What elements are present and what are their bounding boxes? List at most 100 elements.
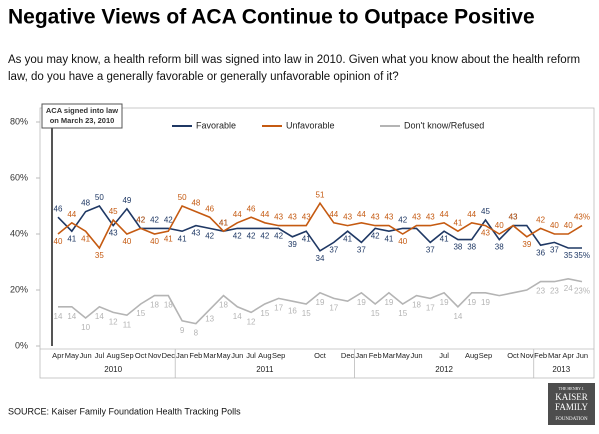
annotation-text: ACA signed into law xyxy=(46,106,118,115)
x-tick-label: Feb xyxy=(534,351,547,360)
x-tick-label: Oct xyxy=(135,351,148,360)
y-tick-label: 40% xyxy=(10,228,28,238)
data-label: 51 xyxy=(316,190,325,199)
data-label: 43 xyxy=(509,213,518,222)
data-label: 41 xyxy=(302,234,311,243)
data-label: 38 xyxy=(467,243,476,252)
data-label: 46 xyxy=(205,204,214,213)
legend-label: Unfavorable xyxy=(286,120,335,130)
data-label: 35 xyxy=(564,251,573,260)
data-label: 24 xyxy=(564,284,573,293)
data-label: 50 xyxy=(95,193,104,202)
x-tick-label: Mar xyxy=(203,351,216,360)
year-label: 2012 xyxy=(435,365,453,374)
logo-text: FAMILY xyxy=(555,402,588,412)
data-label: 40 xyxy=(122,237,131,246)
data-label: 38 xyxy=(453,243,462,252)
data-label: 18 xyxy=(219,301,228,310)
data-label: 43 xyxy=(371,213,380,222)
annotation-box xyxy=(41,103,123,129)
data-label: 13 xyxy=(205,315,214,324)
data-label: 11 xyxy=(123,320,132,329)
data-label: 45 xyxy=(481,207,490,216)
x-tick-label: Apr xyxy=(562,351,574,360)
data-label: 41 xyxy=(219,218,228,227)
data-label: 43% xyxy=(574,213,590,222)
x-tick-label: Nov xyxy=(520,351,534,360)
data-label: 41 xyxy=(67,234,76,243)
x-tick-label: Sep xyxy=(272,351,285,360)
data-label: 14 xyxy=(453,312,462,321)
data-label: 43 xyxy=(384,213,393,222)
data-label: 8 xyxy=(194,329,199,338)
x-tick-label: Jul xyxy=(439,351,449,360)
x-tick-label: Sep xyxy=(479,351,492,360)
chart-title: Negative Views of ACA Continue to Outpac… xyxy=(8,6,535,29)
data-label: 44 xyxy=(329,210,338,219)
x-tick-label: Jun xyxy=(80,351,92,360)
data-label: 19 xyxy=(467,298,476,307)
data-label: 43 xyxy=(109,229,118,238)
data-label: 42 xyxy=(150,216,159,225)
x-tick-label: Jul xyxy=(246,351,256,360)
x-tick-label: Oct xyxy=(314,351,327,360)
data-label: 17 xyxy=(426,304,435,313)
data-label: 42 xyxy=(164,216,173,225)
data-label: 42 xyxy=(371,232,380,241)
data-label: 15 xyxy=(260,309,269,318)
series-line xyxy=(57,201,583,250)
data-label: 44 xyxy=(260,210,269,219)
x-tick-label: Sep xyxy=(120,351,133,360)
data-label: 46 xyxy=(247,204,256,213)
x-tick-label: Jan xyxy=(176,351,188,360)
data-label: 18 xyxy=(164,301,173,310)
data-label: 41 xyxy=(164,234,173,243)
year-label: 2010 xyxy=(104,365,122,374)
x-tick-label: Aug xyxy=(465,351,478,360)
data-label: 14 xyxy=(67,312,76,321)
data-label: 43 xyxy=(343,213,352,222)
data-label: 43 xyxy=(302,213,311,222)
data-label: 41 xyxy=(440,234,449,243)
data-label: 19 xyxy=(384,298,393,307)
chart-subtitle: As you may know, a health reform bill wa… xyxy=(8,54,581,83)
data-label: 44 xyxy=(67,210,76,219)
legend-label: Don't know/Refused xyxy=(404,120,484,130)
x-tick-label: Apr xyxy=(52,351,64,360)
data-label: 41 xyxy=(384,234,393,243)
data-label: 37 xyxy=(550,246,559,255)
data-label: 43 xyxy=(426,213,435,222)
y-tick-label: 60% xyxy=(10,172,28,182)
x-tick-label: May xyxy=(65,351,79,360)
x-tick-label: Oct xyxy=(507,351,520,360)
source: SOURCE: Kaiser Family Foundation Health … xyxy=(8,406,241,416)
data-label: 42 xyxy=(136,216,145,225)
data-label: 44 xyxy=(233,210,242,219)
series-line xyxy=(58,277,583,325)
data-label: 10 xyxy=(81,323,90,332)
x-tick-label: Jun xyxy=(576,351,588,360)
data-label: 42 xyxy=(398,216,407,225)
data-label: 17 xyxy=(274,304,283,313)
data-label: 14 xyxy=(95,312,104,321)
data-label: 37 xyxy=(357,246,366,255)
data-label: 42 xyxy=(136,216,145,225)
series-line xyxy=(57,205,582,252)
data-label: 19 xyxy=(481,298,490,307)
data-label: 39 xyxy=(522,240,531,249)
data-label: 44 xyxy=(357,210,366,219)
data-label: 41 xyxy=(81,234,90,243)
subtitle-box: As you may know, a health reform bill wa… xyxy=(8,54,581,83)
data-label: 40 xyxy=(150,237,159,246)
data-label: 43 xyxy=(288,213,297,222)
y-tick-label: 20% xyxy=(10,284,28,294)
year-label: 2011 xyxy=(256,365,274,374)
logo-text: FOUNDATION xyxy=(555,417,588,422)
y-tick-label: 80% xyxy=(10,116,28,126)
data-label: 39 xyxy=(288,240,297,249)
data-label: 42 xyxy=(260,232,269,241)
data-label: 18 xyxy=(150,301,159,310)
x-tick-label: Jun xyxy=(410,351,422,360)
data-label: 40 xyxy=(398,237,407,246)
x-tick-label: Mar xyxy=(382,351,395,360)
